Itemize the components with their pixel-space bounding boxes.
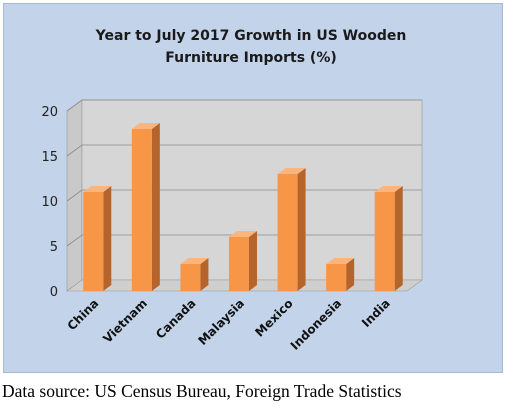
bar-side: [394, 186, 403, 291]
bar-side: [103, 186, 112, 291]
chart-title-line: Furniture Imports (%): [165, 50, 337, 66]
x-tick-label: Mexico: [252, 296, 295, 339]
bar: [229, 231, 257, 291]
bar-front: [229, 237, 249, 291]
bar-top: [277, 168, 306, 174]
bar-top: [374, 186, 403, 192]
bar-side: [200, 258, 209, 291]
bar-top: [180, 258, 209, 264]
bar-top: [83, 186, 112, 192]
bar-chart: Year to July 2017 Growth in US Wooden Fur…: [41, 28, 423, 353]
data-source-note: Data source: US Census Bureau, Foreign T…: [2, 381, 402, 401]
bar-top: [229, 231, 257, 237]
bar-top: [131, 123, 160, 129]
bar-top: [326, 258, 355, 264]
grid-line: [66, 99, 422, 112]
y-axis-ticks: 0 5 10 15 20: [41, 105, 58, 300]
x-tick-label: Malaysia: [195, 296, 247, 348]
grid-lines: [66, 99, 422, 247]
bar: [83, 186, 112, 291]
bar-front: [374, 192, 395, 291]
x-tick-label: China: [65, 296, 102, 333]
bar-front: [83, 192, 104, 291]
bar-side: [151, 123, 160, 291]
bar: [180, 258, 209, 291]
grid-line: [66, 234, 422, 247]
y-tick-label: 0: [50, 285, 58, 300]
x-tick-label: Indonesia: [288, 296, 344, 352]
chart-title: Year to July 2017 Growth in US Wooden Fur…: [95, 28, 407, 66]
bar: [277, 168, 306, 291]
x-tick-label: India: [359, 296, 393, 330]
grid-line: [66, 144, 422, 157]
x-tick-label: Canada: [153, 296, 198, 341]
bar-front: [180, 264, 201, 291]
x-tick-label: Vietnam: [100, 296, 150, 346]
y-tick-label: 5: [50, 240, 58, 255]
bars: [83, 123, 403, 291]
bar-front: [131, 129, 152, 291]
chart-title-line: Year to July 2017 Growth in US Wooden: [95, 28, 407, 44]
bar: [374, 186, 403, 291]
grid-line: [66, 189, 422, 202]
bar: [131, 123, 160, 291]
bar-side: [346, 258, 355, 291]
y-tick-label: 20: [41, 105, 58, 120]
y-tick-label: 10: [41, 195, 58, 210]
bar: [326, 258, 355, 291]
bar-front: [277, 174, 298, 291]
y-tick-label: 15: [41, 150, 58, 165]
chart-frame: Year to July 2017 Growth in US Wooden Fur…: [3, 3, 503, 373]
bar-side: [297, 168, 306, 291]
bar-front: [326, 264, 347, 291]
bar-side: [249, 231, 257, 291]
